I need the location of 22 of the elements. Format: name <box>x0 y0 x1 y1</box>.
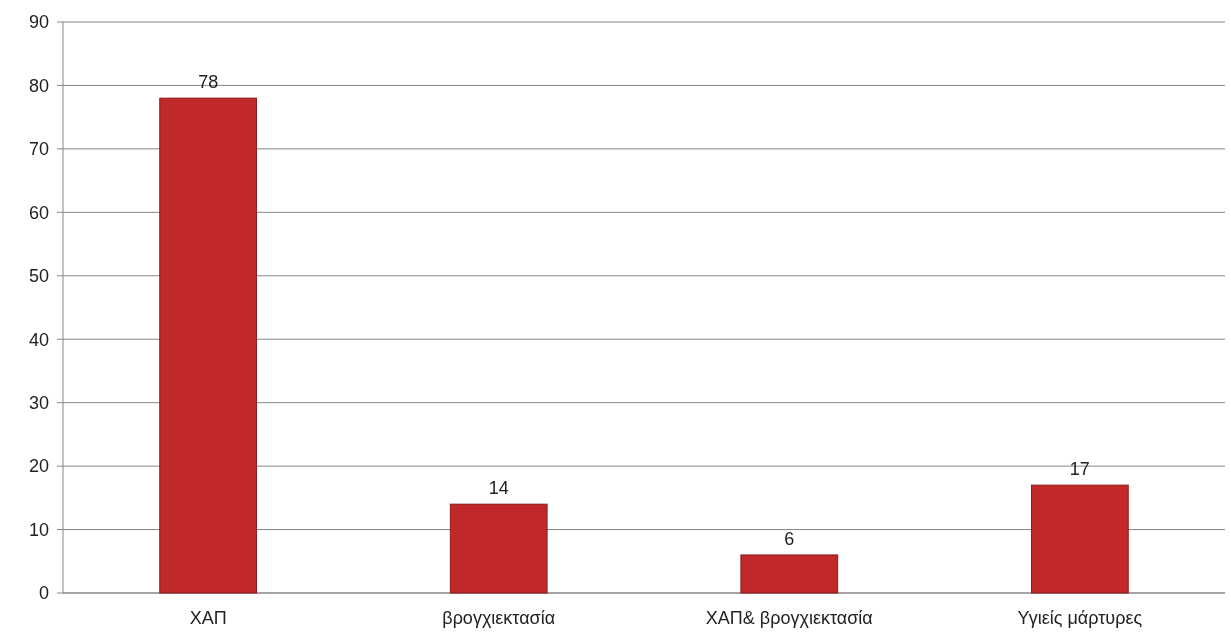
x-tick-label: ΧΑΠ& βρογχιεκτασία <box>705 608 873 628</box>
bar <box>1030 484 1129 594</box>
y-tick-label: 70 <box>28 139 49 160</box>
x-tick-label: Υγιείς μάρτυρες <box>1017 608 1143 628</box>
y-tick-label: 80 <box>28 75 49 96</box>
y-tick-label: 60 <box>28 202 49 223</box>
y-tick-label: 20 <box>28 456 49 477</box>
x-tick-label: βρογχιεκτασία <box>442 608 556 628</box>
y-tick-label: 50 <box>28 266 49 287</box>
y-tick-label: 0 <box>38 583 49 604</box>
bar <box>159 97 258 594</box>
data-label: 78 <box>198 72 219 93</box>
x-tick-label: ΧΑΠ <box>189 608 227 628</box>
bar <box>449 503 548 594</box>
y-tick-label: 10 <box>28 519 49 540</box>
bar <box>740 554 839 594</box>
y-tick-label: 90 <box>28 12 49 33</box>
y-tick-label: 40 <box>28 329 49 350</box>
y-tick-label: 30 <box>28 392 49 413</box>
data-label: 14 <box>488 478 509 499</box>
data-label: 6 <box>784 528 795 549</box>
data-label: 17 <box>1069 459 1090 480</box>
